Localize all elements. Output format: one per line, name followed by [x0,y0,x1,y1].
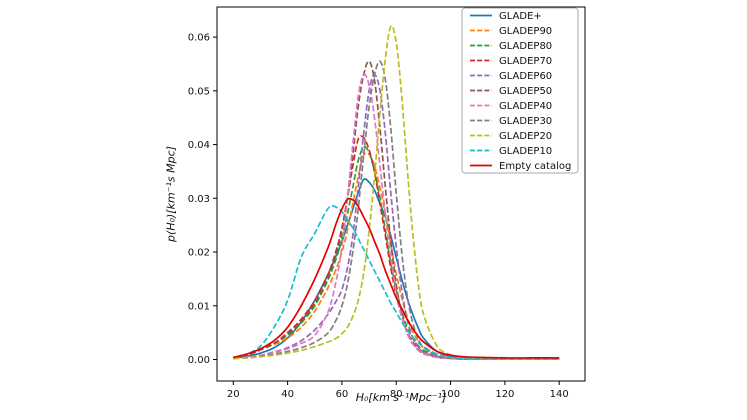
legend-label: GLADEP30 [499,116,552,127]
curve-empty-catalog [233,197,560,359]
x-tick-label: 20 [227,389,240,400]
y-tick-label: 0.00 [188,355,210,366]
legend-label: Empty catalog [499,161,571,172]
x-tick-label: 120 [495,389,514,400]
legend-label: GLADEP60 [499,71,552,82]
curve-gladep70 [233,135,560,360]
legend-label: GLADEP80 [499,41,552,52]
legend-label: GLADEP20 [499,131,552,142]
y-tick-label: 0.06 [188,33,210,44]
x-tick-label: 140 [550,389,569,400]
curve-gladep10 [233,204,560,360]
y-tick-label: 0.01 [188,301,210,312]
x-tick-label: 60 [336,389,349,400]
legend-label: GLADEP40 [499,101,552,112]
legend-label: GLADEP90 [499,26,552,37]
legend-label: GLADE+ [499,11,542,22]
y-tick-label: 0.02 [188,248,210,259]
x-tick-label: 80 [390,389,403,400]
x-tick-label: 40 [281,389,294,400]
legend-box [461,7,579,174]
legend-label: GLADEP50 [499,86,552,97]
y-axis-label: p(H₀)[km⁻¹s Mpc] [164,146,178,242]
axes-frame [216,6,586,382]
x-axis-label: H₀[km s⁻¹Mpc⁻¹] [355,391,447,404]
y-tick-label: 0.05 [188,86,210,97]
y-tick-label: 0.04 [188,140,210,151]
y-tick-label: 0.03 [188,194,210,205]
curve-glade+ [233,178,560,360]
legend-label: GLADEP70 [499,56,552,67]
legend-label: GLADEP10 [499,146,552,157]
x-tick-label: 100 [441,389,460,400]
